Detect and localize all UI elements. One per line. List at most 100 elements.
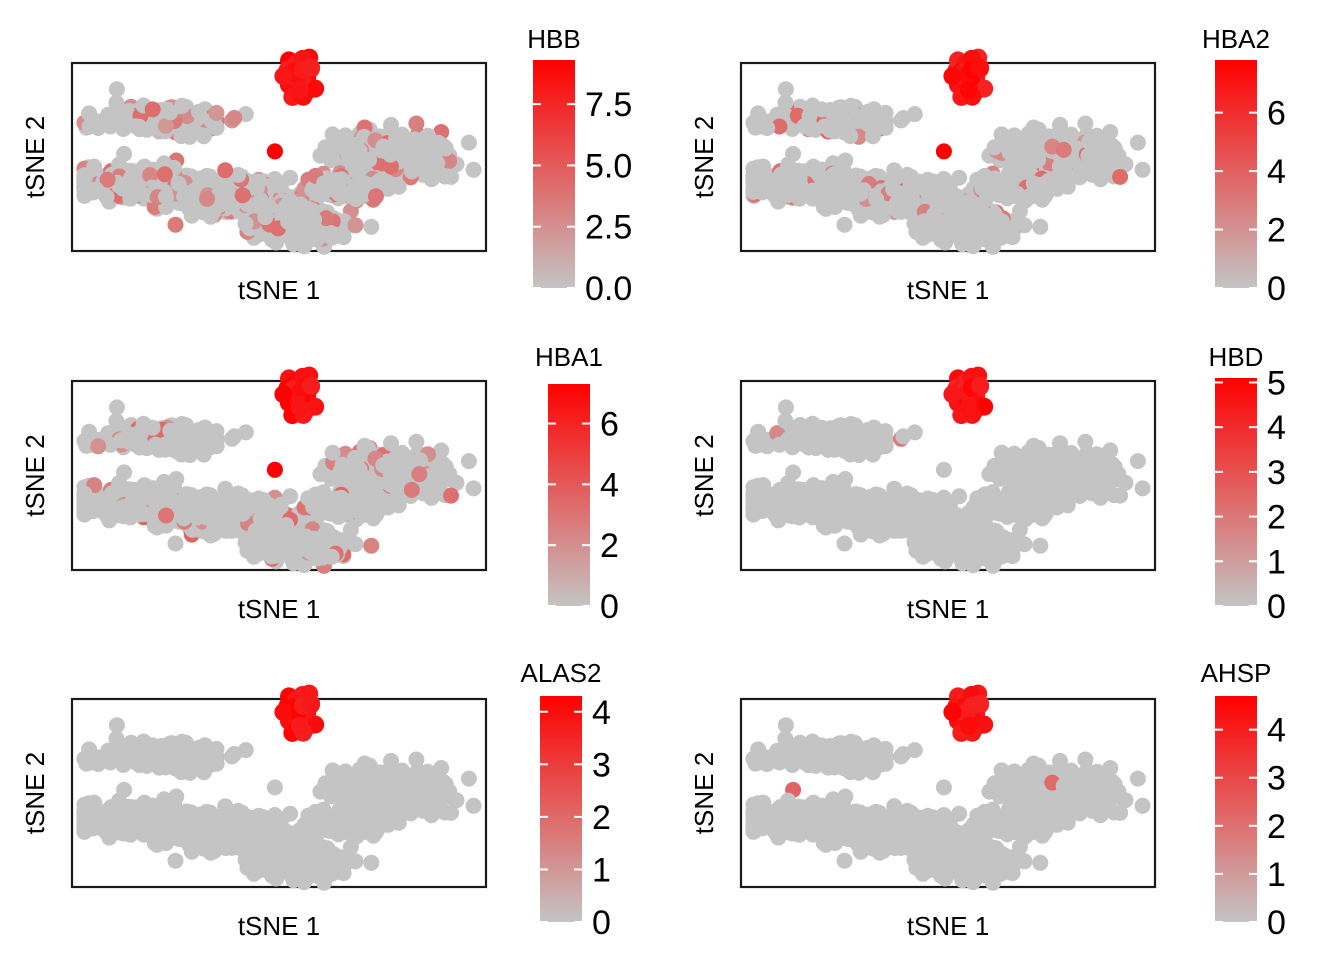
cell-point: [943, 67, 962, 86]
cell-point: [403, 481, 420, 498]
cell-point: [183, 504, 200, 521]
cell-point: [195, 446, 212, 463]
cell-point: [394, 126, 411, 143]
cell-point: [144, 419, 161, 436]
cell-point: [1055, 141, 1072, 158]
cell-point: [173, 128, 190, 145]
cell-point: [443, 487, 460, 504]
cell-point: [237, 215, 254, 232]
cell-point: [386, 460, 403, 477]
cell-point: [906, 215, 923, 232]
cell-point: [864, 128, 881, 145]
cell-point: [386, 141, 403, 158]
cell-point: [302, 58, 321, 77]
cell-point: [437, 140, 454, 157]
cell-point: [408, 433, 425, 450]
cell-point: [162, 104, 179, 121]
cell-point: [144, 101, 161, 118]
cell-point: [1008, 145, 1025, 162]
cell-point: [367, 188, 384, 205]
cell-point: [326, 497, 343, 514]
cell-point: [199, 509, 216, 526]
colorbar-tick-label: 7.5: [585, 86, 632, 124]
cell-point: [371, 491, 388, 508]
cell-point: [465, 480, 482, 497]
cell-point: [127, 118, 144, 135]
cell-point: [895, 110, 912, 126]
cell-point: [282, 488, 299, 505]
cell-point: [995, 178, 1012, 195]
cell-point: [339, 145, 356, 162]
cell-point: [183, 185, 200, 202]
cell-point: [443, 168, 460, 185]
y-axis-label: tSNE 2: [689, 116, 719, 198]
cell-point: [216, 499, 233, 516]
cell-point: [234, 505, 251, 522]
cell-point: [81, 105, 98, 122]
cell-point: [219, 513, 236, 530]
cell-point: [460, 453, 477, 470]
cell-point: [1129, 134, 1146, 151]
cell-point: [298, 209, 314, 226]
cell-point: [157, 117, 174, 134]
cell-point: [158, 188, 174, 205]
cell-point: [76, 167, 93, 184]
scatter-points: [745, 48, 1151, 255]
cell-point: [208, 104, 225, 121]
cell-point: [102, 118, 119, 135]
cell-point: [217, 480, 234, 497]
cell-point: [408, 115, 425, 132]
cell-point: [323, 229, 340, 246]
plot-frame: [70, 61, 488, 253]
cell-point: [885, 181, 902, 197]
cell-point: [76, 485, 93, 502]
cell-point: [156, 166, 173, 183]
cell-point: [326, 178, 343, 195]
cell-point: [226, 428, 243, 445]
cell-point: [219, 195, 236, 212]
cell-point: [234, 187, 251, 204]
cell-point: [390, 497, 407, 514]
cell-point: [174, 97, 190, 114]
cell-point: [226, 110, 243, 126]
x-axis-label: tSNE 1: [907, 275, 989, 305]
cell-point: [162, 422, 179, 439]
cell-point: [290, 80, 309, 99]
cell-point: [390, 178, 407, 195]
cell-point: [1032, 218, 1049, 235]
cell-point: [394, 445, 411, 461]
cell-point: [1036, 188, 1053, 205]
y-axis-label: tSNE 2: [20, 116, 50, 198]
cell-point: [756, 181, 773, 198]
cell-point: [796, 118, 813, 135]
cell-point: [298, 528, 314, 545]
cell-point: [266, 143, 283, 160]
cell-point: [257, 209, 274, 226]
cell-point: [437, 458, 454, 475]
cell-point: [831, 104, 848, 121]
cell-point: [1081, 133, 1098, 150]
cell-point: [877, 104, 894, 121]
cell-point: [158, 507, 174, 524]
cell-point: [403, 163, 420, 180]
cell-point: [217, 162, 234, 179]
cell-point: [108, 94, 125, 111]
colorbar-tick-label: 5.0: [585, 147, 632, 185]
cell-point: [903, 187, 920, 204]
cell-point: [813, 101, 830, 118]
cell-point: [1016, 217, 1033, 234]
x-axis-label: tSNE 1: [238, 275, 320, 305]
cell-point: [852, 185, 869, 202]
cell-point: [237, 534, 254, 551]
cell-point: [216, 181, 233, 197]
cell-point: [347, 536, 364, 553]
cell-point: [108, 81, 125, 98]
cell-point: [1112, 168, 1129, 185]
cell-point: [127, 436, 144, 453]
colorbar-tick-label: 6: [1267, 95, 1286, 133]
cell-point: [951, 169, 968, 186]
scatter-points: [76, 366, 482, 574]
